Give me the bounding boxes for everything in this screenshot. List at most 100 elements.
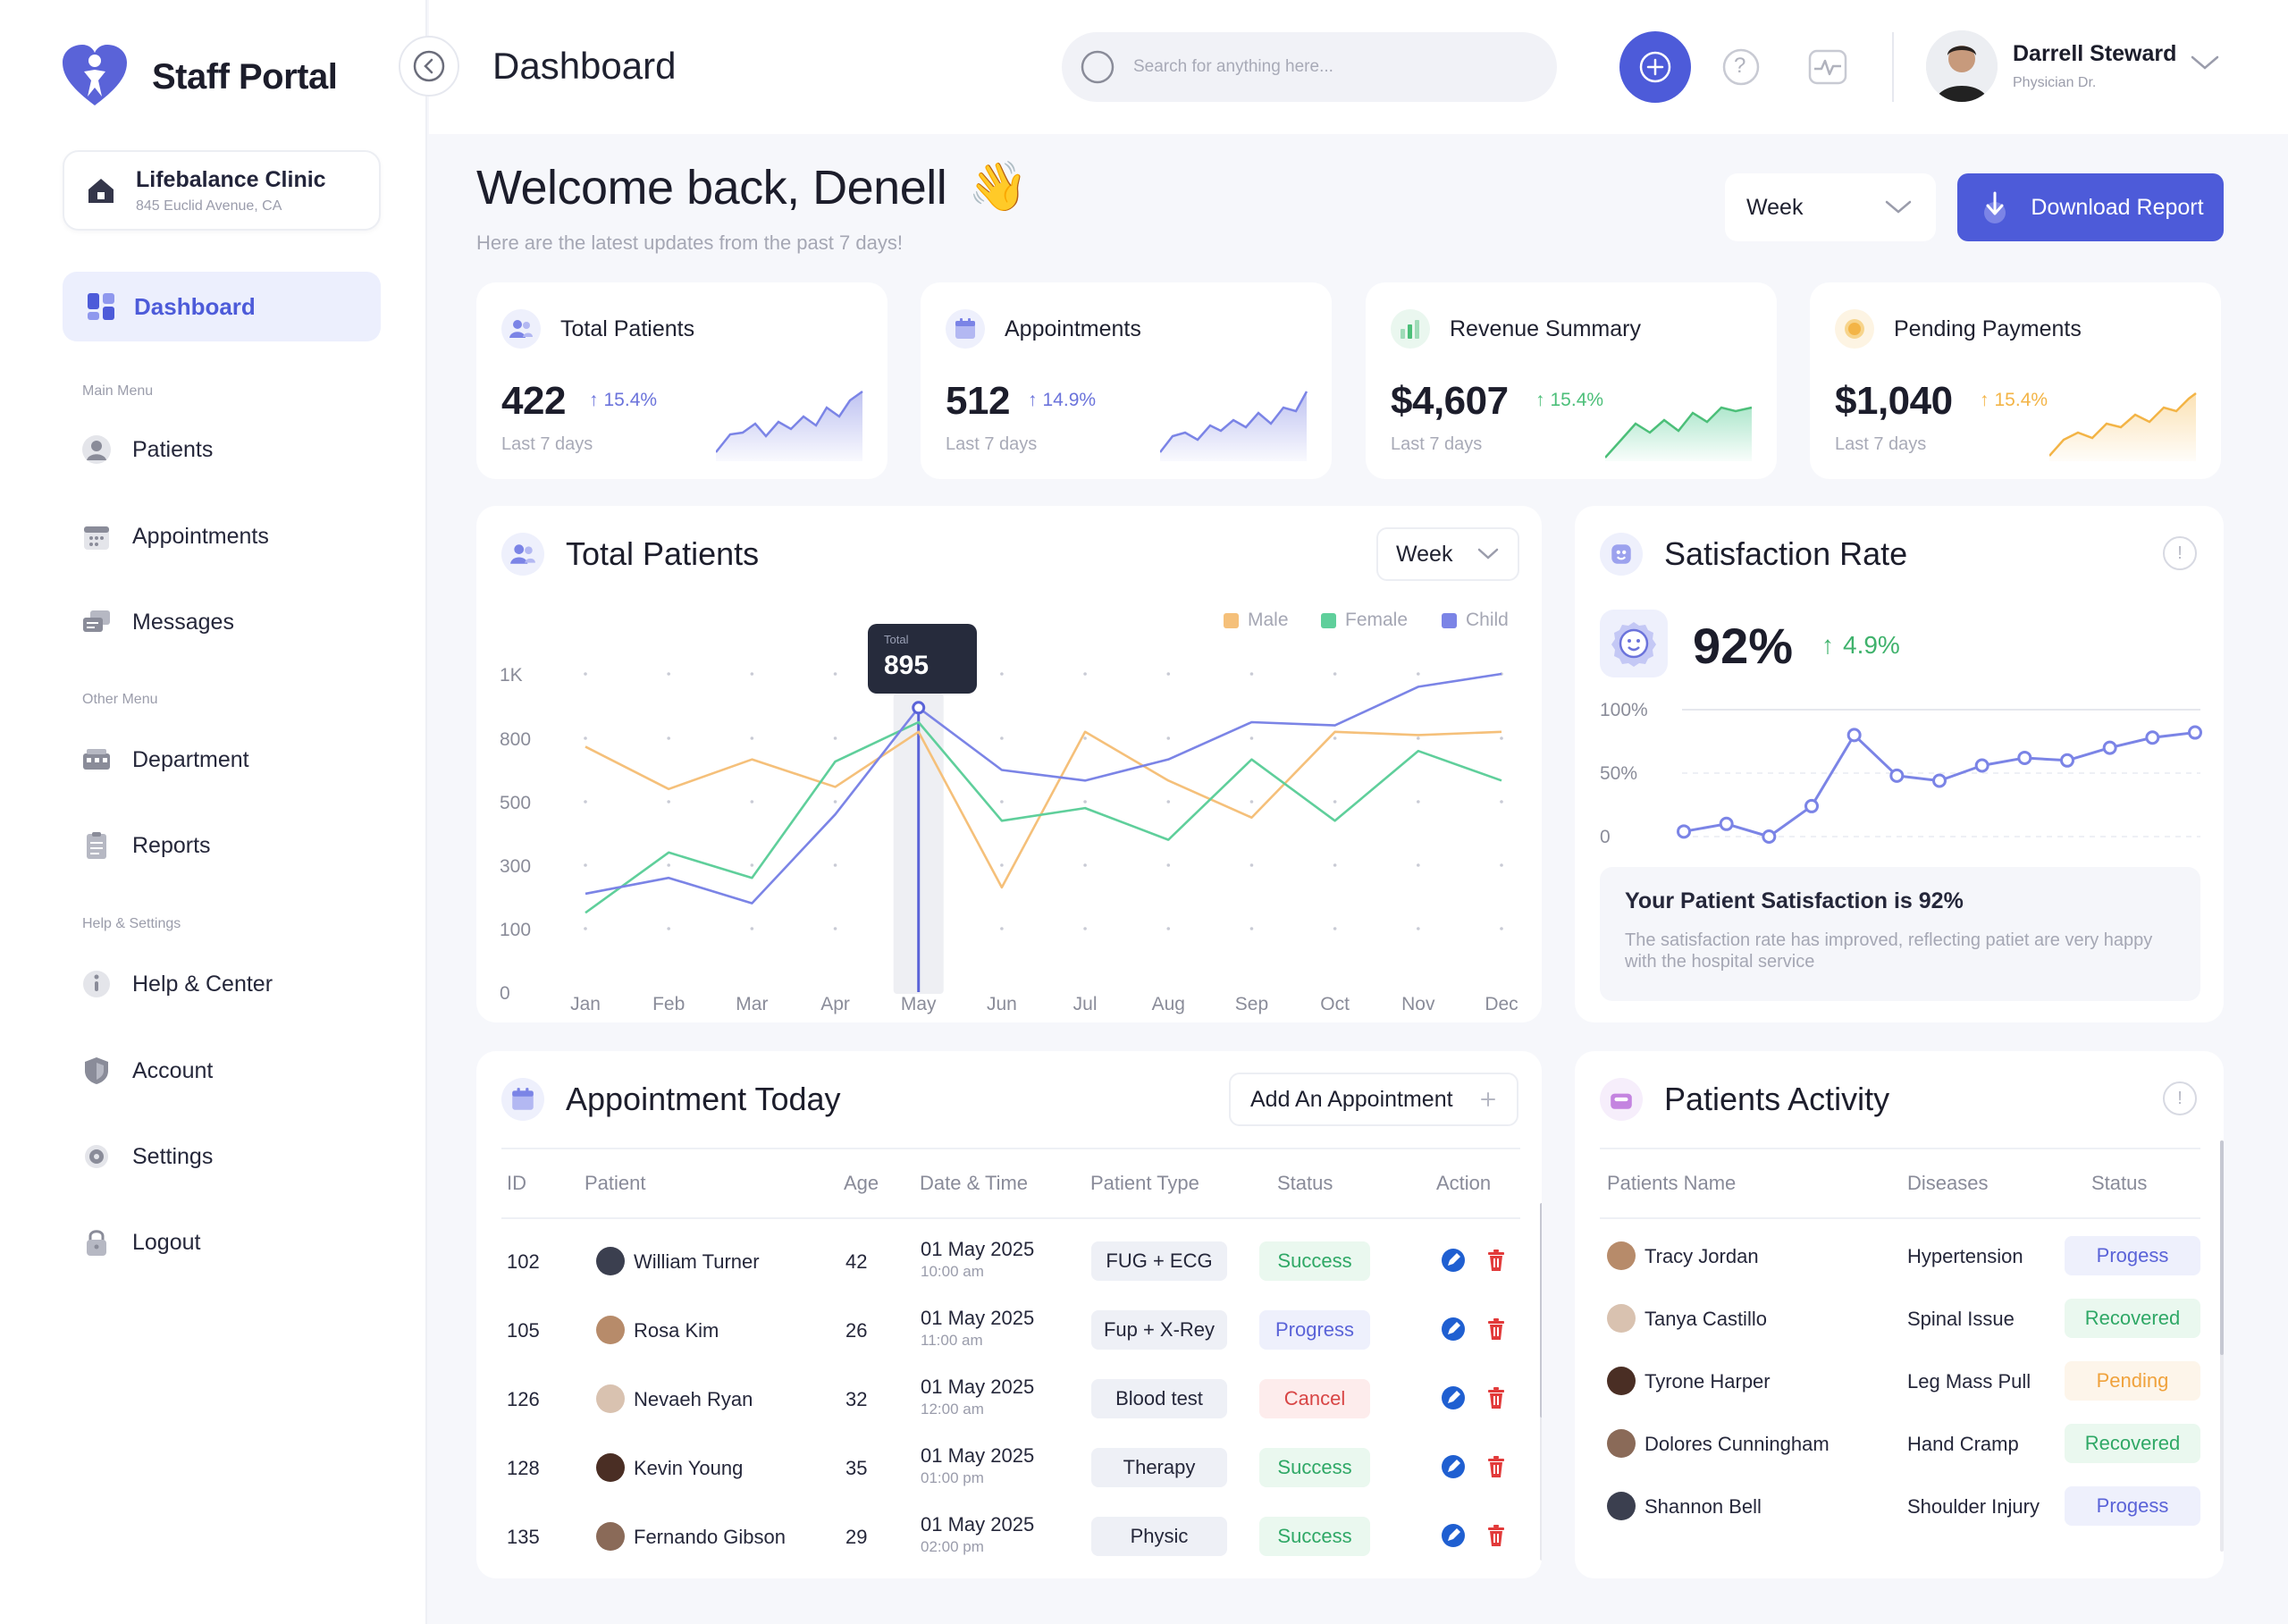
search-input[interactable]: Search for anything here... [1062, 32, 1557, 102]
collapse-sidebar-button[interactable] [399, 36, 459, 97]
sidebar-item-settings[interactable]: Settings [80, 1140, 213, 1173]
stat-card-pending-payments[interactable]: Pending Payments $1,040 ↑ 15.4% Last 7 da… [1810, 282, 2221, 479]
delete-button[interactable] [1483, 1453, 1510, 1485]
info-button[interactable]: ! [2163, 536, 2197, 570]
stat-card-revenue-summary[interactable]: Revenue Summary $4,607 ↑ 15.4% Last 7 day… [1366, 282, 1777, 479]
y-tick-label: 0 [500, 983, 510, 1004]
add-appointment-button[interactable]: Add An Appointment [1229, 1073, 1518, 1126]
sidebar-item-reports[interactable]: Reports [80, 829, 211, 862]
grid-dot [1166, 800, 1171, 804]
delete-button[interactable] [1483, 1316, 1510, 1347]
delete-button[interactable] [1483, 1384, 1510, 1416]
grid-dot [667, 736, 670, 740]
edit-button[interactable] [1440, 1247, 1467, 1278]
avatar [1607, 1241, 1636, 1270]
grid-dot [1500, 927, 1503, 930]
x-tick-label: Apr [820, 994, 850, 1014]
patient-name: William Turner [634, 1250, 760, 1273]
y-tick-label: 300 [500, 856, 531, 877]
status-badge: Progess [2065, 1236, 2200, 1275]
grid-dot [1249, 863, 1254, 867]
edit-button[interactable] [1440, 1316, 1467, 1347]
x-tick-label: Dec [1485, 994, 1518, 1014]
delete-button[interactable] [1483, 1522, 1510, 1553]
stat-period: Last 7 days [501, 434, 593, 454]
info-button[interactable]: ! [2163, 1081, 2197, 1115]
grid-dot [1333, 800, 1337, 804]
grid-dot [1249, 927, 1254, 930]
user-menu-toggle[interactable] [2190, 54, 2220, 76]
patient-age: 35 [845, 1457, 868, 1479]
clinic-selector[interactable]: Lifebalance Clinic 845 Euclid Avenue, CA [63, 150, 381, 231]
welcome-heading: Welcome back, Denell 👋 [476, 159, 1028, 215]
stat-card-appointments[interactable]: Appointments 512 ↑ 14.9% Last 7 days [921, 282, 1332, 479]
patient-name: Kevin Young [634, 1457, 744, 1479]
grid-dot [750, 800, 754, 804]
edit-icon [1442, 1249, 1465, 1272]
grid-dot [1417, 800, 1420, 804]
arrow-up-icon: ↑ [1535, 390, 1545, 410]
sidebar-item-messages[interactable]: Messages [80, 606, 234, 638]
divider [1600, 1148, 2200, 1149]
patient-name: Nevaeh Ryan [634, 1388, 753, 1410]
data-point [1719, 816, 1734, 831]
status-badge: Progress [1259, 1310, 1370, 1350]
patient-type-badge: FUG + ECG [1091, 1241, 1227, 1281]
grid-dot [1166, 672, 1171, 676]
column-header: Status [2091, 1172, 2148, 1194]
patient-age: 26 [845, 1319, 868, 1342]
chart-period-select[interactable]: Week [1376, 527, 1519, 581]
grid-dot [1333, 863, 1337, 867]
grid-dot [584, 927, 587, 930]
user-name: Darrell Steward [2013, 41, 2177, 66]
sidebar-item-account[interactable]: Account [80, 1055, 213, 1087]
edit-button[interactable] [1440, 1453, 1467, 1485]
sidebar-item-department[interactable]: Department [80, 744, 249, 776]
delete-button[interactable] [1483, 1247, 1510, 1278]
sidebar-item-logout[interactable]: Logout [80, 1226, 200, 1258]
period-select[interactable]: Week [1725, 173, 1936, 241]
welcome-subtitle: Here are the latest updates from the pas… [476, 231, 903, 254]
grid-dot [1417, 736, 1420, 740]
column-header: Age [844, 1172, 879, 1194]
arrow-up-icon: ↑ [1980, 390, 1989, 410]
add-button[interactable] [1619, 31, 1691, 103]
appointment-date: 01 May 2025 [921, 1307, 1035, 1329]
activity-button[interactable] [1805, 45, 1850, 89]
sidebar-item-dashboard[interactable]: Dashboard [63, 272, 381, 341]
data-point [1846, 728, 1862, 743]
shield-icon [85, 1057, 108, 1084]
bed-icon [1611, 1093, 1632, 1109]
y-tick-label: 100% [1600, 700, 1648, 720]
scrollbar-thumb[interactable] [1540, 1203, 1542, 1418]
highlight-point [912, 701, 926, 715]
x-tick-label: Jun [987, 994, 1017, 1014]
scrollbar-thumb[interactable] [2220, 1140, 2224, 1355]
grid-dot [1000, 927, 1004, 930]
chevron-down-icon [2191, 55, 2219, 70]
brand-logo[interactable]: Staff Portal [61, 45, 338, 109]
edit-button[interactable] [1440, 1522, 1467, 1553]
calendar-icon [955, 318, 975, 339]
wave-emoji: 👋 [968, 160, 1028, 214]
download-report-button[interactable]: Download Report [1957, 173, 2224, 241]
avatar[interactable] [1926, 30, 1998, 102]
sidebar-item-help-center[interactable]: Help & Center [80, 968, 273, 1000]
message-icon [83, 610, 110, 632]
grid-dot [584, 736, 587, 740]
grid-dot [1000, 736, 1004, 740]
sidebar-item-appointments[interactable]: Appointments [80, 520, 269, 552]
sidebar-item-patients[interactable]: Patients [80, 433, 213, 466]
stat-card-total-patients[interactable]: Total Patients 422 ↑ 15.4% Last 7 days [476, 282, 887, 479]
edit-button[interactable] [1440, 1384, 1467, 1416]
grid-dot [667, 672, 670, 676]
data-point [1762, 829, 1777, 844]
user-role: Physician Dr. [2013, 75, 2097, 90]
legend-swatch [1224, 612, 1239, 628]
edit-icon [1442, 1386, 1465, 1409]
column-header: Date & Time [920, 1172, 1029, 1194]
avatar [596, 1384, 625, 1413]
appointment-time: 10:00 am [921, 1263, 984, 1280]
help-button[interactable]: ? [1719, 45, 1763, 89]
avatar [596, 1316, 625, 1344]
